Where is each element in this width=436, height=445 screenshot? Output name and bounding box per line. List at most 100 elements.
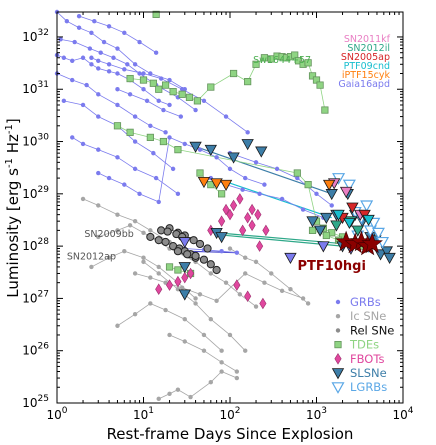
legend-label: FBOTs (350, 352, 384, 366)
grbs-point (106, 24, 112, 29)
slsne-point (241, 139, 254, 151)
iptf15cyk-point (322, 179, 336, 191)
tdes-point (165, 263, 174, 271)
grbs-point (167, 77, 172, 83)
grbs-series-line (134, 116, 151, 127)
tdes-point (304, 181, 312, 189)
grbs-series-line (255, 161, 278, 170)
ic-sne-point (96, 234, 101, 240)
grbs-series-line (108, 25, 125, 34)
ic-sne-point (214, 298, 219, 304)
y-axis-label: Luminosity [erg s-1 Hz-1] (4, 118, 22, 297)
tdes-point (149, 79, 157, 87)
grbs-series-line (103, 41, 118, 49)
annotation-layer: Sw1644+57 SN2009bb SN2012ap PTF10hgi (67, 55, 366, 274)
grbs-point (137, 191, 142, 197)
y-tick-label: 1028 (22, 237, 49, 253)
grbs-series-line (74, 41, 91, 49)
grbs-series-line (229, 168, 246, 179)
tdes-point (229, 69, 238, 78)
ic-sne-series-line (195, 261, 212, 274)
grbs-point (70, 77, 75, 83)
grbs-point (115, 102, 120, 108)
grbs-series-line (134, 63, 151, 74)
grbs-series-line (117, 48, 136, 65)
slsne-point (204, 144, 217, 156)
iptf15cyk-point (219, 179, 233, 191)
ic-sne-series-line (229, 334, 246, 351)
ic-sne-point (115, 212, 120, 217)
tdes-point (304, 59, 312, 67)
grbs-series-line (242, 189, 260, 195)
ic-sne-series-line (195, 303, 212, 320)
tdes-point (152, 10, 160, 18)
grbs-series-line (117, 88, 131, 95)
grbs-point (295, 175, 300, 181)
ic-sne-series-line (281, 290, 304, 299)
slsne-point (255, 146, 268, 158)
grbs-series-line (82, 143, 99, 151)
ic-sne-point (163, 307, 168, 313)
sn2011kf-point (339, 186, 353, 198)
fbots-point (230, 199, 238, 212)
legend-marker-grbs (335, 299, 341, 305)
tdes-point (126, 74, 134, 83)
sn2012il-point (330, 220, 343, 232)
ic-sne-point (182, 339, 187, 344)
tdes-point (139, 76, 148, 84)
ic-sne-point (96, 203, 101, 208)
ic-sne-point (219, 369, 224, 374)
grbs-point (214, 155, 219, 160)
grbs-series-line (221, 250, 237, 254)
ic-sne-point (243, 348, 248, 353)
ic-sne-point (253, 304, 259, 309)
legend-label: TDEs (349, 338, 379, 352)
slsne-point (383, 252, 396, 265)
x-axis-label: Rest-frame Days Since Explosion (107, 425, 354, 443)
grbs-series-line (56, 11, 68, 22)
y-tick-label: 1029 (22, 185, 49, 201)
annotation-sn2009bb: SN2009bb (84, 229, 133, 240)
grbs-point (80, 141, 86, 147)
grbs-point (300, 207, 306, 212)
ic-sne-series-line (216, 273, 246, 302)
rel-sne-point (173, 247, 183, 256)
x-tick-label: 102 (219, 406, 240, 422)
grbs-point (175, 191, 181, 197)
rel-sne-point (189, 236, 198, 245)
slsne-point (178, 289, 191, 301)
ic-sne-series-line (177, 389, 191, 398)
ic-sne-series-line (210, 371, 222, 383)
source-label-sn2012il: SN2012il (347, 43, 390, 54)
grbs-point (240, 187, 245, 192)
ic-sne-point (148, 275, 153, 280)
ic-sne-series-line (143, 261, 159, 274)
grbs-series-line (124, 32, 140, 43)
sn2012il-point (351, 225, 364, 237)
ic-sne-point (269, 271, 274, 276)
ic-sne-point (197, 292, 203, 297)
ic-sne-series-line (165, 309, 185, 320)
grbs-series-line (158, 137, 170, 202)
plot-background (57, 12, 403, 403)
legend-marker-slsne (331, 368, 345, 380)
ic-sne-series-line (98, 230, 118, 238)
ic-sne-point (227, 246, 233, 251)
ic-sne-series-line (124, 250, 144, 259)
grbs-point (201, 98, 207, 104)
slsne-point (215, 232, 228, 244)
grbs-point (148, 123, 153, 128)
lgrbs-point (342, 179, 356, 192)
grbs-point (96, 66, 101, 71)
grbs-series-line (281, 198, 304, 210)
ic-sne-series-line (271, 273, 291, 290)
legend-marker-rel-sne (335, 328, 341, 333)
ic-sne-series-line (143, 257, 159, 268)
grbs-series-line (160, 78, 183, 90)
grbs-series-line (316, 193, 332, 206)
grbs-series-line (143, 88, 159, 102)
ic-sne-series-line (150, 303, 166, 311)
grbs-point (89, 55, 94, 60)
legend-marker-fbots (334, 353, 342, 365)
